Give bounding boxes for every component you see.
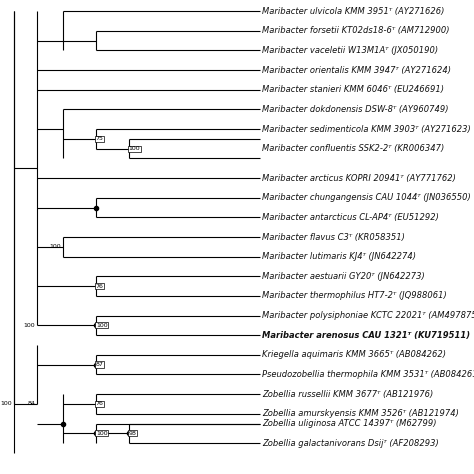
Text: Maribacter ulvicola KMM 3951ᵀ (AY271626): Maribacter ulvicola KMM 3951ᵀ (AY271626): [262, 7, 445, 16]
Text: Zobellia amurskyensis KMM 3526ᵀ (AB121974): Zobellia amurskyensis KMM 3526ᵀ (AB12197…: [262, 409, 459, 418]
Text: Maribacter stanieri KMM 6046ᵀ (EU246691): Maribacter stanieri KMM 6046ᵀ (EU246691): [262, 85, 444, 94]
Text: 100: 100: [96, 323, 108, 328]
Text: Zobellia russellii KMM 3677ᵀ (AB121976): Zobellia russellii KMM 3677ᵀ (AB121976): [262, 390, 433, 399]
Text: 100: 100: [0, 401, 12, 406]
Text: Maribacter confluentis SSK2-2ᵀ (KR006347): Maribacter confluentis SSK2-2ᵀ (KR006347…: [262, 144, 444, 153]
Text: Kriegella aquimaris KMM 3665ᵀ (AB084262): Kriegella aquimaris KMM 3665ᵀ (AB084262): [262, 350, 446, 359]
Text: 100: 100: [96, 431, 108, 436]
Text: Zobellia galactanivorans Dsijᵀ (AF208293): Zobellia galactanivorans Dsijᵀ (AF208293…: [262, 438, 439, 447]
Text: Maribacter arcticus KOPRI 20941ᵀ (AY771762): Maribacter arcticus KOPRI 20941ᵀ (AY7717…: [262, 173, 456, 182]
Text: 98: 98: [129, 431, 137, 436]
Text: 100: 100: [50, 244, 62, 249]
Text: Maribacter dokdonensis DSW-8ᵀ (AY960749): Maribacter dokdonensis DSW-8ᵀ (AY960749): [262, 105, 448, 114]
Text: Maribacter arenosus CAU 1321ᵀ (KU719511): Maribacter arenosus CAU 1321ᵀ (KU719511): [262, 331, 470, 340]
Text: Maribacter chungangensis CAU 1044ᵀ (JN036550): Maribacter chungangensis CAU 1044ᵀ (JN03…: [262, 193, 471, 202]
Text: Maribacter forsetii KT02ds18-6ᵀ (AM712900): Maribacter forsetii KT02ds18-6ᵀ (AM71290…: [262, 27, 449, 36]
Text: 84: 84: [27, 401, 35, 406]
Text: Maribacter vaceletii W13M1Aᵀ (JX050190): Maribacter vaceletii W13M1Aᵀ (JX050190): [262, 46, 438, 55]
Text: Maribacter sedimenticola KMM 3903ᵀ (AY271623): Maribacter sedimenticola KMM 3903ᵀ (AY27…: [262, 125, 471, 134]
Text: Maribacter lutimaris KJ4ᵀ (JN642274): Maribacter lutimaris KJ4ᵀ (JN642274): [262, 252, 416, 261]
Text: Pseudozobellia thermophila KMM 3531ᵀ (AB084261): Pseudozobellia thermophila KMM 3531ᵀ (AB…: [262, 370, 474, 379]
Text: 75: 75: [96, 137, 104, 141]
Text: 100: 100: [23, 323, 35, 328]
Text: 87: 87: [96, 362, 104, 367]
Text: Maribacter flavus C3ᵀ (KR058351): Maribacter flavus C3ᵀ (KR058351): [262, 233, 405, 241]
Text: Maribacter polysiphoniae KCTC 22021ᵀ (AM497875): Maribacter polysiphoniae KCTC 22021ᵀ (AM…: [262, 311, 474, 320]
Text: Maribacter thermophilus HT7-2ᵀ (JQ988061): Maribacter thermophilus HT7-2ᵀ (JQ988061…: [262, 292, 447, 301]
Text: Maribacter aestuarii GY20ᵀ (JN642273): Maribacter aestuarii GY20ᵀ (JN642273): [262, 272, 425, 281]
Text: 76: 76: [96, 401, 104, 406]
Text: 100: 100: [129, 146, 140, 151]
Text: Zobellia uliginosa ATCC 14397ᵀ (M62799): Zobellia uliginosa ATCC 14397ᵀ (M62799): [262, 419, 437, 428]
Text: 76: 76: [96, 283, 104, 289]
Text: Maribacter antarcticus CL-AP4ᵀ (EU51292): Maribacter antarcticus CL-AP4ᵀ (EU51292): [262, 213, 439, 222]
Text: Maribacter orientalis KMM 3947ᵀ (AY271624): Maribacter orientalis KMM 3947ᵀ (AY27162…: [262, 65, 451, 74]
